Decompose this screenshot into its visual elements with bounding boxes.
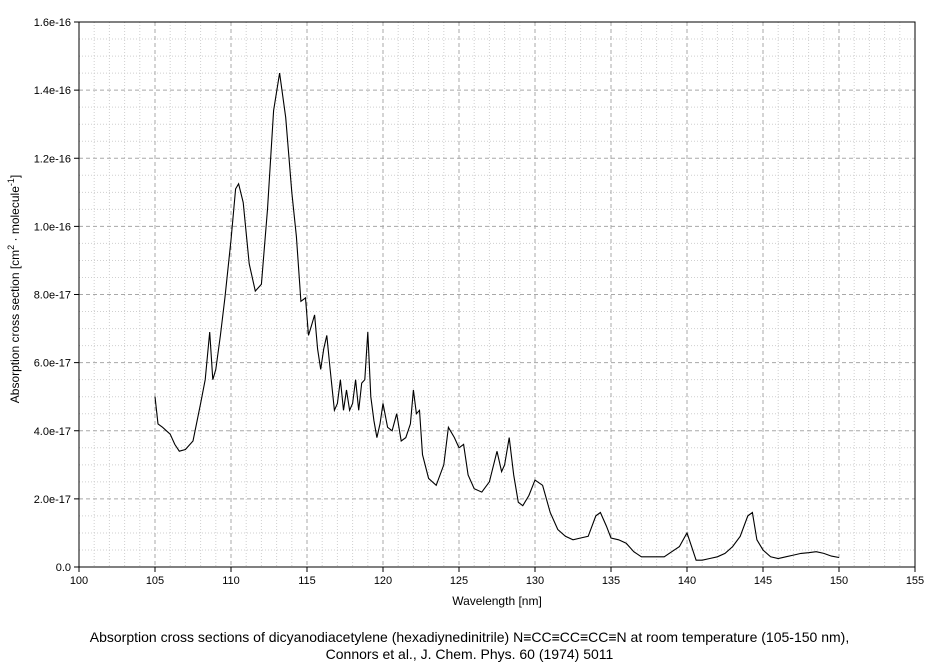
y-tick-label: 1.2e-16 (34, 153, 71, 165)
y-tick-label: 4.0e-17 (34, 426, 71, 438)
x-tick-label: 140 (678, 575, 696, 587)
x-tick-label: 150 (830, 575, 848, 587)
x-axis-ticks: 100 105 110 115 120 125 130 135 140 145 150 155 (70, 567, 924, 587)
x-tick-label: 120 (374, 575, 392, 587)
x-axis-label: Wavelength [nm] (452, 594, 542, 608)
y-tick-label: 1.6e-16 (34, 17, 71, 29)
series-line (154, 73, 840, 561)
y-axis-label: Absorption cross section [cm2 · molecule… (6, 175, 22, 403)
x-tick-label: 155 (906, 575, 924, 587)
y-axis-ticks: 0.0 2.0e-17 4.0e-17 6.0e-17 8.0e-17 1.0e-16 1.… (34, 17, 79, 574)
y-tick-label: 1.0e-16 (34, 221, 71, 233)
x-tick-label: 125 (450, 575, 468, 587)
minor-grid (79, 22, 915, 567)
major-grid (79, 22, 915, 567)
y-tick-label: 6.0e-17 (34, 358, 71, 370)
figure-caption-line-2: Connors et al., J. Chem. Phys. 60 (1974)… (325, 646, 614, 662)
x-tick-label: 115 (298, 575, 316, 587)
y-tick-label: 2.0e-17 (34, 494, 71, 506)
y-tick-label: 0.0 (56, 562, 71, 574)
x-tick-label: 110 (222, 575, 240, 587)
x-tick-label: 105 (146, 575, 164, 587)
y-tick-label: 1.4e-16 (34, 85, 71, 97)
figure-caption-line-1: Absorption cross sections of dicyanodiac… (89, 629, 850, 645)
x-tick-label: 130 (526, 575, 544, 587)
y-tick-label: 8.0e-17 (34, 290, 71, 302)
x-tick-label: 135 (602, 575, 620, 587)
x-tick-label: 145 (754, 575, 772, 587)
x-tick-label: 100 (70, 575, 88, 587)
